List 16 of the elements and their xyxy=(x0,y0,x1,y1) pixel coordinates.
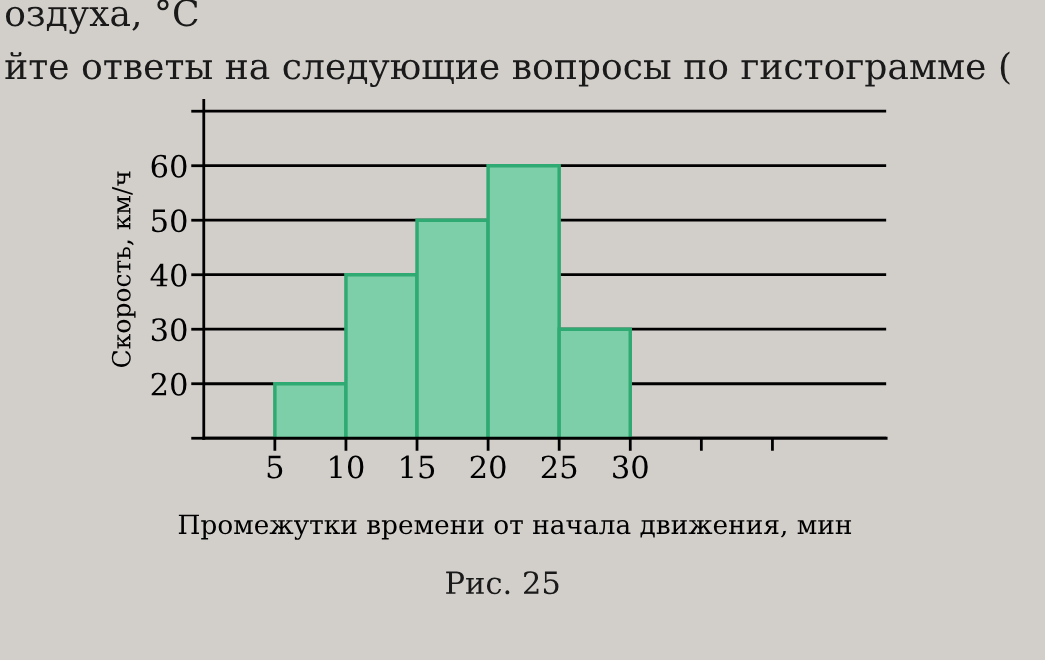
x-tick-label: 20 xyxy=(470,455,506,479)
text: Рис. 25 xyxy=(446,571,559,595)
x-tick-label: 30 xyxy=(613,455,648,479)
text: оздуха, °C xyxy=(5,0,198,34)
y-tick-label: 50 xyxy=(152,209,187,233)
y-tick-label: 20 xyxy=(151,372,187,396)
x-axis-title: Промежутки времени от начала движения, мин xyxy=(178,514,852,540)
y-tick-label: 30 xyxy=(151,318,187,342)
y-tick-label: 40 xyxy=(150,263,187,287)
x-tick-label: 25 xyxy=(541,455,577,479)
text: йте ответы на следующие вопросы по гистограмме ( xyxy=(5,51,1010,88)
x-tick-label: 5 xyxy=(267,455,283,479)
y-tick-label: 60 xyxy=(151,154,187,178)
x-tick-label: 10 xyxy=(330,455,364,479)
x-tick-label: 15 xyxy=(401,455,435,479)
y-axis-title: Скорость, км/ч xyxy=(111,171,136,367)
